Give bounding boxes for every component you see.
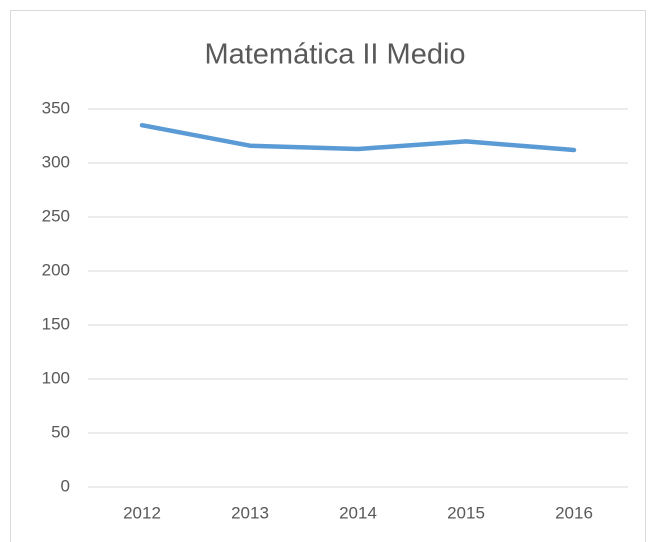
y-tick-label: 150 [42, 314, 70, 333]
y-tick-label: 300 [42, 152, 70, 171]
chart-title: Matemática II Medio [204, 39, 465, 71]
x-tick-label: 2012 [123, 503, 161, 522]
x-tick-label: 2013 [231, 503, 269, 522]
y-tick-label: 200 [42, 260, 70, 279]
y-tick-label: 350 [42, 98, 70, 117]
y-tick-label: 250 [42, 206, 70, 225]
y-tick-label: 50 [51, 422, 70, 441]
chart-border [10, 10, 646, 542]
x-tick-label: 2014 [339, 503, 377, 522]
y-tick-label: 0 [61, 476, 70, 495]
x-tick-label: 2015 [447, 503, 485, 522]
data-line [139, 122, 577, 153]
y-tick-label: 100 [42, 368, 70, 387]
x-tick-label: 2016 [555, 503, 593, 522]
